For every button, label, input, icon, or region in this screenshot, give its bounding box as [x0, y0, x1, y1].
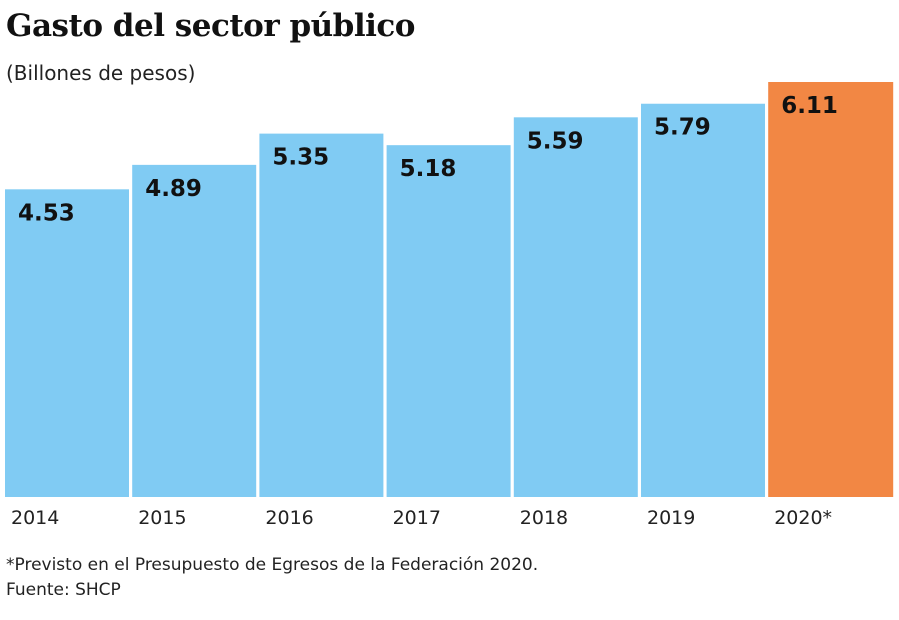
value-label: 5.35 [272, 145, 329, 171]
value-label: 6.11 [781, 93, 838, 119]
bar-2019 [641, 103, 765, 497]
x-tick-label: 2019 [647, 507, 695, 529]
value-label: 4.89 [145, 176, 202, 202]
bar-2018 [513, 117, 638, 497]
x-tick-label: 2020* [774, 507, 832, 529]
bar-2015 [132, 164, 257, 498]
bar-2016 [259, 133, 384, 497]
value-label: 4.53 [18, 200, 75, 226]
x-tick-label: 2017 [393, 507, 441, 529]
chart-title: Gasto del sector público [6, 8, 415, 44]
value-label: 5.18 [400, 156, 457, 182]
value-label: 5.59 [527, 128, 584, 154]
value-label: 5.79 [654, 115, 711, 141]
bar-2014 [5, 189, 129, 498]
x-tick-label: 2018 [520, 507, 568, 529]
bar-2020 [768, 82, 894, 497]
footnote: *Previsto en el Presupuesto de Egresos d… [6, 555, 539, 575]
x-tick-label: 2015 [138, 507, 186, 529]
chart-subtitle: (Billones de pesos) [6, 61, 196, 85]
x-tick-label: 2016 [265, 507, 313, 529]
bar-2017 [386, 145, 511, 498]
x-tick-label: 2014 [11, 507, 59, 529]
source-note: Fuente: SHCP [6, 580, 121, 600]
